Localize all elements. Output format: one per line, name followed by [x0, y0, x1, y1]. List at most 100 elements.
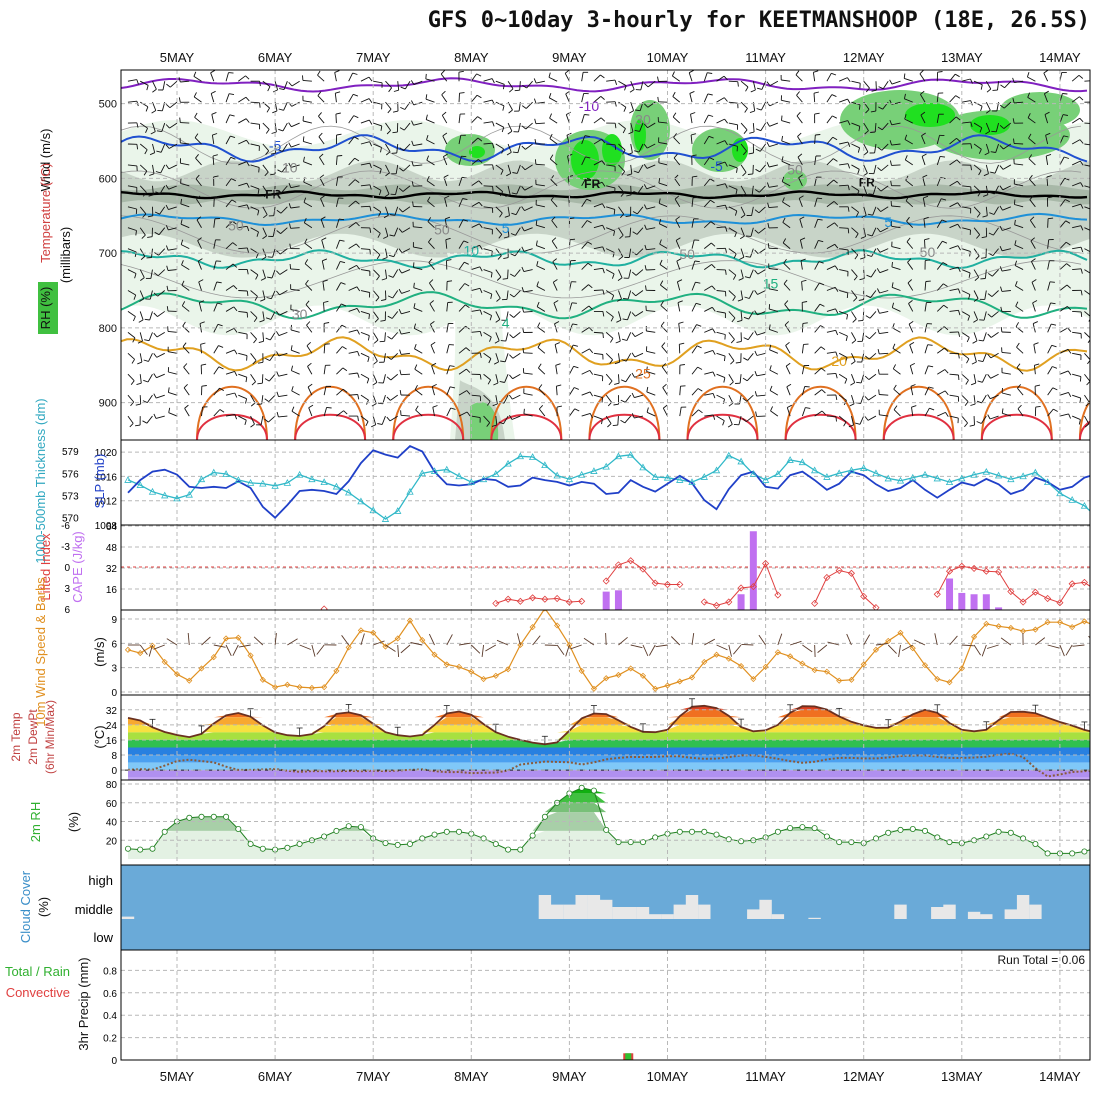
wind-barb-flag: [1062, 94, 1067, 95]
wind-barb: [536, 123, 545, 124]
wind-barb-flag: [859, 105, 860, 110]
rh-marker: [788, 826, 793, 831]
thickness-tick: 573: [62, 491, 79, 502]
wind-tick: 3: [111, 664, 117, 675]
surface-wind-barb: [717, 645, 728, 650]
rh-marker: [358, 825, 363, 830]
wind-barb-flag: [260, 103, 261, 108]
li-tick: -6: [61, 521, 70, 532]
wind-tick: 9: [111, 615, 117, 626]
rh-marker: [395, 842, 400, 847]
surface-wind-barb: [987, 645, 998, 649]
wind-barb-flag: [1093, 124, 1094, 129]
slp-line: [128, 446, 1100, 518]
ylabel-temperature: Temperature (°C): [38, 163, 53, 263]
cloud-bar-middle: [698, 905, 710, 919]
rh-marker: [346, 824, 351, 829]
contour-label: 50: [787, 162, 803, 178]
rh-band: [128, 803, 1100, 812]
rh-marker: [1094, 845, 1099, 850]
rh-marker: [800, 825, 805, 830]
wind-barb-flag: [536, 220, 537, 225]
rh-marker: [456, 829, 461, 834]
li-marker: [701, 599, 707, 605]
temp-tick: 24: [106, 721, 118, 732]
surface-wind-barb: [643, 645, 648, 656]
precip-tick: 0.2: [103, 1034, 117, 1045]
rh-marker: [1070, 851, 1075, 856]
rh-marker: [444, 829, 449, 834]
contour-label: 25: [635, 366, 651, 382]
cloud-bar-middle: [759, 900, 771, 919]
rh-blob-bright: [970, 115, 1010, 135]
day-label-bottom: 11MAY: [745, 1069, 786, 1084]
rh-marker: [984, 834, 989, 839]
wind-tick: 0: [111, 688, 117, 699]
day-label-top: 9MAY: [552, 50, 587, 65]
wind-barb-flag: [325, 344, 330, 345]
wind-barb-flag: [268, 257, 273, 258]
ylabel-2m-rh: 2m RH: [28, 802, 43, 842]
panel-frame-precip: [121, 950, 1090, 1060]
rh-marker: [224, 814, 229, 819]
temp-band: [128, 706, 1100, 710]
rh-marker: [702, 829, 707, 834]
wind-barb-flag: [503, 279, 508, 280]
cape-bar: [971, 594, 978, 610]
rh-marker: [1045, 851, 1050, 856]
surface-wind-barb: [385, 645, 395, 652]
surface-wind-barb: [733, 645, 741, 654]
day-label-top: 7MAY: [356, 50, 391, 65]
contour-label: 20: [831, 353, 847, 369]
surface-wind-barb: [167, 639, 177, 645]
contour-label: 50: [434, 221, 450, 237]
wind-barb-flag: [614, 209, 615, 214]
temp-content: [121, 699, 1100, 789]
surface-wind-barb: [618, 637, 627, 645]
contour-label: 5: [884, 214, 892, 230]
wind-barb-flag: [570, 239, 575, 240]
surface-wind-barb: [888, 645, 896, 654]
rh-marker: [812, 826, 817, 831]
rh-marker: [1033, 841, 1038, 846]
rh-marker: [739, 839, 744, 844]
temp-band: [128, 748, 1100, 756]
ylabel-wind-units: (m/s): [92, 637, 107, 667]
ylabel-millibars: (millibars): [58, 227, 73, 283]
surface-wind-barb: [1048, 645, 1060, 648]
contour-label: 15: [763, 275, 779, 291]
temp-band: [128, 778, 1100, 789]
wind-barb-flag: [493, 186, 494, 191]
wind-barb-flag: [501, 341, 506, 342]
day-label-bottom: 13MAY: [941, 1069, 983, 1084]
wind-barb-flag: [426, 74, 427, 79]
surface-wind-barb: [584, 638, 594, 645]
surface-wind-barb: [692, 633, 694, 645]
temp-tick: 32: [106, 706, 118, 717]
thickness-tick: 576: [62, 469, 79, 480]
cape-bar: [958, 593, 965, 610]
wind-barb-flag: [1014, 139, 1015, 144]
surface-wind-barb: [704, 639, 715, 645]
wind-barb-flag: [1091, 253, 1093, 258]
wind-barb-flag: [613, 425, 618, 426]
cape-bar: [615, 590, 622, 610]
rh-marker: [493, 841, 498, 846]
surface-wind-barb: [649, 645, 655, 656]
temp-tick: 8: [111, 751, 117, 762]
ylabel-cloud-cover: Cloud Cover: [18, 870, 33, 943]
wind-barb-flag: [1091, 231, 1092, 236]
wind-barb-flag: [768, 243, 769, 248]
rh-marker: [162, 829, 167, 834]
day-label-top: 13MAY: [941, 50, 983, 65]
cape-bar: [603, 592, 610, 610]
ylabel-precip: 3hr Precip (mm): [76, 957, 91, 1050]
rh-marker: [432, 832, 437, 837]
li-marker: [321, 606, 327, 612]
surface-wind-barb: [1035, 638, 1044, 645]
